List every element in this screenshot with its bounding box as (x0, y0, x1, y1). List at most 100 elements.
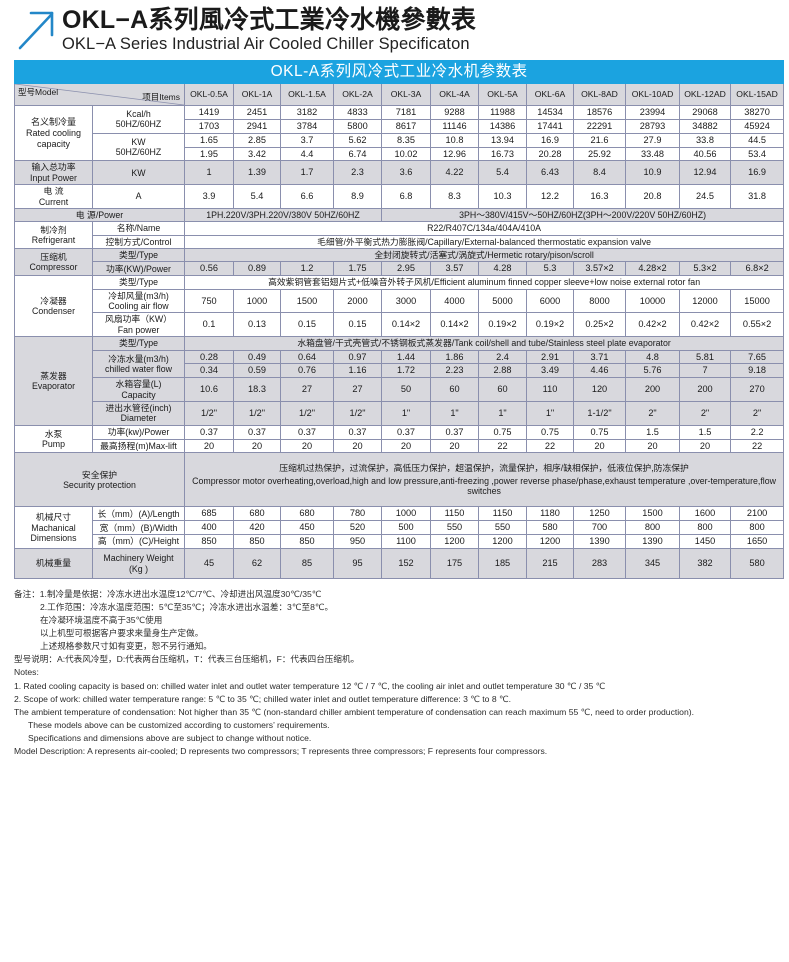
cell-kcal60: 5800 (333, 118, 382, 134)
row-label-en: Pump (42, 439, 65, 450)
cell-kcal60: 11146 (430, 118, 479, 134)
cell-kcal50: 11988 (478, 105, 527, 120)
cell-width: 520 (333, 520, 382, 536)
cell-length: 1600 (679, 506, 731, 522)
cell-height: 1650 (729, 534, 785, 550)
cell-kcal50: 3182 (280, 105, 334, 120)
row-label-refrigerant: 制冷剂 Refrigerant (14, 221, 93, 250)
cell-kw60: 33.48 (625, 146, 680, 162)
column-header-model: OKL-0.5A (184, 83, 234, 106)
note-en-3: These models above can be customized acc… (28, 719, 330, 730)
sub-label-height: 高（mm）(C)/Height (92, 534, 185, 550)
cell-height: 1200 (526, 534, 574, 550)
table-row: 0.34 0.59 0.76 1.16 1.72 2.23 2.88 3.49 … (15, 363, 785, 379)
cell-height: 1390 (573, 534, 626, 550)
cell-pump-maxlift: 20 (233, 438, 281, 454)
cell-water-flow-50: 0.49 (233, 349, 281, 365)
cell-kw60: 4.4 (280, 146, 334, 162)
cell-compressor-power: 0.89 (233, 261, 281, 277)
cell-length: 1250 (573, 506, 626, 522)
table-row: 电 流 Current A 3.9 5.4 6.6 8.9 6.8 8.3 10… (14, 184, 785, 209)
cell-kcal50: 18576 (573, 105, 626, 120)
cell-input-power: 1.7 (280, 160, 334, 186)
sub-label-width: 宽（mm）(B)/Width (92, 520, 185, 536)
sub-label-pump-maxlift: 最高扬程(m)Max-lift (92, 438, 185, 454)
sub-label-en: Capacity (121, 389, 156, 400)
cell-refrigerant-control: 毛细管/外平衡式热力膨胀阀/Capillary/External-balance… (183, 234, 785, 250)
cell-kcal60: 22291 (573, 118, 626, 134)
column-header-model: OKL-8AD (573, 83, 626, 106)
cell-pump-maxlift: 20 (184, 438, 234, 454)
row-label-en: Refrigerant (31, 235, 76, 246)
table-row: 1.95 3.42 4.4 6.74 10.02 12.96 16.73 20.… (15, 146, 785, 162)
cell-weight: 175 (430, 548, 479, 580)
cell-kcal60: 17441 (526, 118, 574, 134)
table-row: KW 50HZ/60HZ 1.65 2.85 3.7 5.62 8.35 10.… (15, 132, 785, 162)
cell-pump-maxlift: 20 (625, 438, 680, 454)
cell-pump-maxlift: 20 (573, 438, 626, 454)
cell-weight: 185 (478, 548, 527, 580)
page-title-cn: OKL−A系列風冷式工業冷水機參數表 (62, 6, 477, 34)
sub-label-cooling-air-flow: 冷却风量(m3/h) Cooling air flow (92, 288, 185, 314)
cell-kw50: 8.35 (381, 132, 431, 148)
cell-pump-power: 0.75 (526, 424, 574, 440)
cell-current: 6.6 (280, 184, 334, 209)
cell-water-flow-60: 1.16 (333, 363, 382, 379)
cell-kw50: 2.85 (233, 132, 281, 148)
cell-pipe-diameter: 2" (729, 401, 785, 426)
cell-weight: 345 (625, 548, 680, 580)
table-row: 名义制冷量 Rated cooling capacity Kcal/h 50HZ… (14, 104, 785, 162)
cell-kw50: 13.94 (478, 132, 527, 148)
cell-water-flow-60: 2.88 (478, 363, 527, 379)
table-row: 进出水管径(inch) Diameter 1/2" 1/2" 1/2" 1/2"… (15, 401, 785, 426)
cell-width: 550 (478, 520, 527, 536)
sub-label-refrigerant-control: 控制方式/Control (92, 234, 185, 250)
table-row: 冷凝器 Condenser 类型/Type 高效紫铜管套铝翅片式+低噪音外转子风… (14, 275, 785, 338)
cell-tank-capacity: 120 (573, 377, 626, 403)
cell-fan-power: 0.19×2 (526, 312, 574, 338)
cell-input-power: 1 (184, 160, 234, 186)
cell-compressor-power: 5.3×2 (679, 261, 731, 277)
cell-length: 1000 (381, 506, 431, 522)
cell-height: 1100 (381, 534, 431, 550)
cell-pipe-diameter: 1/2" (280, 401, 334, 426)
cell-kcal60: 14386 (478, 118, 527, 134)
cell-pump-power: 0.75 (573, 424, 626, 440)
cell-height: 850 (184, 534, 234, 550)
corner-items-label: 项目Items (142, 91, 180, 102)
row-label-pump: 水泵 Pump (14, 424, 93, 454)
column-header-model: OKL-3A (381, 83, 431, 106)
cell-length: 780 (333, 506, 382, 522)
row-label-en: Input Power (30, 172, 77, 183)
cell-pump-maxlift: 20 (333, 438, 382, 454)
cell-kcal50: 9288 (430, 105, 479, 120)
unit-line-1: Kcal/h (126, 108, 151, 119)
sub-label-compressor-power: 功率(KW)/Power (92, 261, 185, 277)
note-en-4: Specifications and dimensions above are … (28, 732, 312, 743)
row-label-en: Security protection (63, 479, 136, 490)
cell-kcal50: 14534 (526, 105, 574, 120)
cell-water-flow-60: 0.59 (233, 363, 281, 379)
table-row: 宽（mm）(B)/Width 400 420 450 520 500 550 5… (15, 520, 785, 536)
cell-compressor-power: 2.95 (381, 261, 431, 277)
row-label-compressor: 压缩机 Compressor (14, 248, 93, 277)
cell-water-flow-50: 2.4 (478, 349, 527, 365)
sub-label-length: 长（mm）(A)/Length (92, 506, 185, 522)
cell-input-power: 5.4 (478, 160, 527, 186)
sub-label-tank-capacity: 水箱容量(L) Capacity (92, 377, 185, 403)
cell-tank-capacity: 10.6 (184, 377, 234, 403)
cell-length: 1180 (526, 506, 574, 522)
cell-compressor-power: 4.28 (478, 261, 527, 277)
cell-pump-power: 0.37 (381, 424, 431, 440)
cell-height: 1450 (679, 534, 731, 550)
sub-label-cn: 风扇功率（KW） (105, 314, 172, 325)
corner-model-label: 型号Model (18, 87, 59, 97)
sub-label-pump-power: 功率(kw)/Power (92, 424, 185, 440)
cell-fan-power: 0.42×2 (679, 312, 731, 338)
cell-weight: 382 (679, 548, 731, 580)
cell-width: 580 (526, 520, 574, 536)
sub-label-cn: 进出水管径(inch) (105, 403, 172, 414)
cell-kw50: 1.65 (184, 132, 234, 148)
cell-air-flow: 6000 (526, 288, 574, 314)
note-en-5: Model Description: A represents air-cool… (14, 745, 548, 756)
